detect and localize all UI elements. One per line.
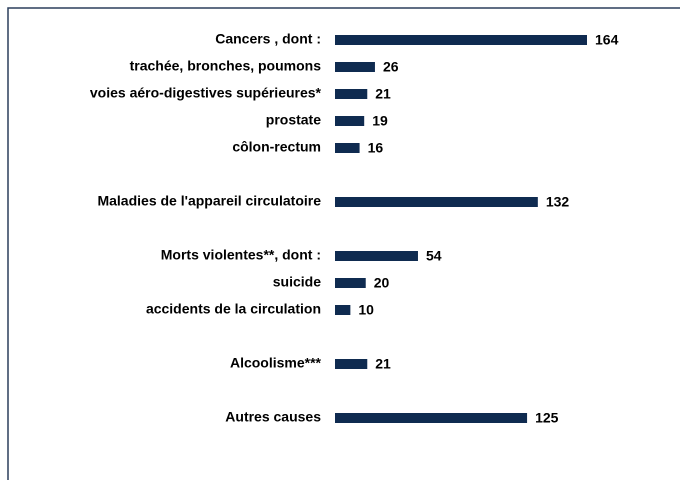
category-label: côlon-rectum: [232, 139, 321, 155]
category-label: prostate: [266, 112, 321, 128]
bar: [335, 116, 365, 126]
value-label: 20: [374, 275, 390, 291]
category-label: Maladies de l'appareil circulatoire: [97, 193, 321, 209]
value-label: 125: [535, 410, 559, 426]
category-label: Alcoolisme***: [230, 355, 322, 371]
value-label: 19: [372, 113, 388, 129]
bar: [335, 359, 368, 369]
value-label: 21: [375, 356, 391, 372]
value-label: 10: [358, 302, 374, 318]
value-label: 164: [595, 32, 619, 48]
category-label: accidents de la circulation: [146, 301, 321, 317]
bar: [335, 251, 418, 261]
bar: [335, 413, 528, 423]
bar: [335, 62, 375, 72]
value-label: 54: [426, 248, 442, 264]
category-label: suicide: [273, 274, 321, 290]
bar: [335, 89, 368, 99]
category-label: voies aéro-digestives supérieures*: [90, 85, 322, 101]
category-label: Morts violentes**, dont :: [161, 247, 321, 263]
bar: [335, 278, 366, 288]
value-label: 21: [375, 86, 391, 102]
category-label: Autres causes: [225, 409, 321, 425]
category-label: Cancers , dont :: [215, 31, 321, 47]
bar: [335, 197, 538, 207]
category-label: trachée, bronches, poumons: [130, 58, 322, 74]
value-label: 132: [546, 194, 570, 210]
bar: [335, 35, 587, 45]
value-label: 26: [383, 59, 399, 75]
bar: [335, 305, 351, 315]
bar: [335, 143, 360, 153]
value-label: 16: [368, 140, 384, 156]
frame: [7, 7, 680, 480]
